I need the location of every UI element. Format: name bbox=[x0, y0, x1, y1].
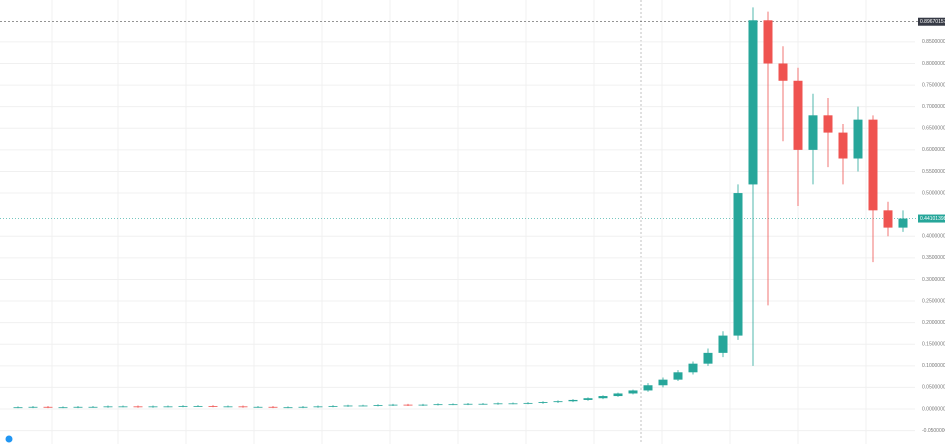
high-label-bg bbox=[918, 17, 945, 26]
candle-body bbox=[733, 193, 743, 336]
high-label: 0.89670157 bbox=[920, 19, 945, 25]
candle-body bbox=[718, 335, 728, 353]
candle-body bbox=[58, 407, 68, 409]
candle-body bbox=[778, 63, 788, 81]
candle-body bbox=[493, 403, 503, 405]
candle-body bbox=[478, 403, 488, 405]
candle-body bbox=[163, 406, 173, 408]
candle-body bbox=[373, 405, 383, 406]
candle-body bbox=[763, 20, 773, 64]
candle-body bbox=[598, 396, 608, 399]
candle-body bbox=[328, 405, 338, 407]
candle-body bbox=[88, 406, 98, 408]
candle-body bbox=[823, 115, 833, 133]
last-price-label: 0.44101398 bbox=[920, 216, 945, 222]
candle-body bbox=[883, 210, 893, 228]
candle-body bbox=[703, 352, 713, 364]
candle-body bbox=[463, 403, 473, 405]
candle-body bbox=[748, 20, 758, 185]
candle-body bbox=[418, 404, 428, 406]
candle-body bbox=[688, 363, 698, 373]
logo bbox=[5, 435, 13, 443]
candle-body bbox=[268, 406, 278, 408]
candle-body bbox=[838, 132, 848, 159]
candle-body bbox=[658, 379, 668, 386]
candle-body bbox=[133, 406, 143, 408]
candle-body bbox=[433, 404, 443, 406]
candle-body bbox=[148, 406, 158, 408]
candle-body bbox=[313, 406, 323, 408]
candle-body bbox=[523, 402, 533, 404]
candle-body bbox=[643, 385, 653, 391]
candle-body bbox=[508, 403, 518, 405]
candle-body bbox=[343, 405, 353, 407]
candle-body bbox=[868, 119, 878, 211]
candle-body bbox=[193, 405, 203, 407]
candle-body bbox=[28, 406, 38, 408]
candle-body bbox=[448, 404, 458, 406]
candle-body bbox=[208, 405, 218, 407]
candle-body bbox=[43, 406, 53, 408]
candle-body bbox=[403, 404, 413, 406]
candle-body bbox=[178, 405, 188, 407]
candle-body bbox=[553, 401, 563, 403]
candle-body bbox=[238, 406, 248, 408]
candle-body bbox=[118, 406, 128, 408]
candle-body bbox=[628, 390, 638, 394]
candle-body bbox=[358, 405, 368, 407]
candle-body bbox=[808, 115, 818, 150]
candle-body bbox=[853, 119, 863, 159]
candle-body bbox=[298, 406, 308, 408]
candle-body bbox=[613, 393, 623, 397]
candle-body bbox=[103, 406, 113, 408]
candle-body bbox=[583, 398, 593, 400]
candle-body bbox=[253, 406, 263, 408]
candle-body bbox=[568, 399, 578, 402]
candle-body bbox=[673, 372, 683, 380]
candle-body bbox=[73, 406, 83, 408]
candle-body bbox=[538, 402, 548, 403]
candle-body bbox=[13, 407, 23, 409]
last-price-bg bbox=[918, 214, 945, 223]
candle-body bbox=[283, 407, 293, 409]
candle-body bbox=[388, 404, 398, 406]
candle-body bbox=[898, 218, 908, 228]
candle-body bbox=[793, 80, 803, 150]
candle-body bbox=[223, 406, 233, 408]
